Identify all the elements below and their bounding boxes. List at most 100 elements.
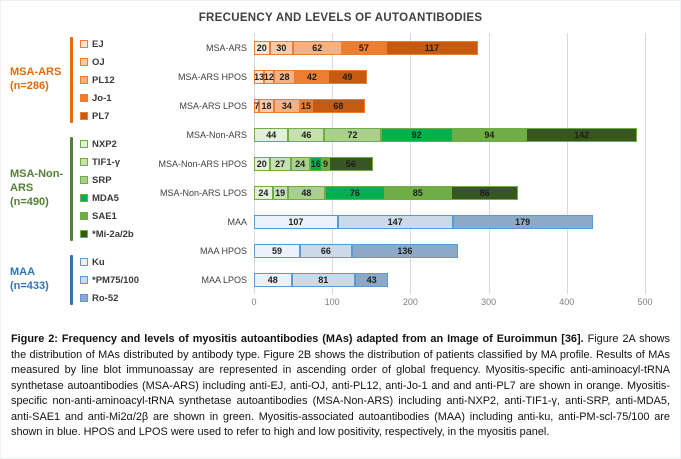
chart-legend: MSA-ARS (n=286) EJ OJ PL12 Jo-1 PL7 MSA-Non-ARS… [10, 33, 162, 310]
segment-value: 66 [320, 245, 331, 256]
bar-segment-PL12: 28 [273, 69, 296, 84]
legend-color-swatch [80, 158, 88, 166]
legend-color-swatch [80, 194, 88, 202]
legend-color-swatch [80, 94, 88, 102]
legend-group-title: MSA-ARS (n=286) [10, 35, 68, 125]
legend-item-label: SAE1 [92, 210, 117, 222]
legend-item-EJ: EJ [80, 35, 115, 53]
bar-segment-Jo-1: 15 [300, 98, 312, 113]
legend-color-swatch [80, 176, 88, 184]
segment-value: 12 [263, 71, 274, 82]
bar-segment-SRP: 72 [324, 127, 381, 142]
legend-group-name: MSA-ARS [10, 66, 62, 79]
bar-segment-PL7: 68 [311, 98, 365, 113]
bar-row-label: MSA-Non-ARS HPOS [158, 158, 247, 169]
bar-row-label: MAA LPOS [201, 274, 247, 285]
legend-group-line [70, 255, 73, 305]
segment-value: 57 [358, 42, 369, 53]
legend-group-name: MAA [10, 266, 36, 279]
segment-value: 27 [275, 158, 286, 169]
legend-group-items: EJ OJ PL12 Jo-1 PL7 [80, 35, 115, 125]
segment-value: 24 [295, 158, 306, 169]
segment-value: 49 [342, 71, 353, 82]
bar-segment-MDA5: 76 [325, 185, 385, 200]
gridline [488, 33, 490, 294]
stacked-bar: 48 81 43 [254, 272, 645, 287]
bar-segment-SAE1: 85 [384, 185, 452, 200]
legend-color-swatch [80, 294, 88, 302]
gridline [410, 33, 412, 294]
bar-segment-Jo-1: 57 [341, 40, 387, 55]
legend-color-swatch [80, 58, 88, 66]
bar-row-msa-non-ars-lpos: 24 19 48 76 85 86 [254, 178, 645, 207]
segment-value: 44 [266, 129, 277, 140]
bar-segment-Ku: 59 [254, 243, 301, 258]
segment-value: 48 [267, 274, 278, 285]
legend-group-count: (n=286) [10, 80, 49, 92]
segment-value: 19 [275, 187, 286, 198]
segment-value: 42 [306, 71, 317, 82]
bar-segment-*PM75/100: 66 [300, 243, 352, 258]
segment-value: 68 [333, 100, 344, 111]
bar-segment-OJ: 12 [263, 69, 274, 84]
legend-item-label: OJ [92, 56, 105, 68]
legend-item-PL7: PL7 [80, 107, 115, 125]
bar-row-label: MAA HPOS [199, 245, 247, 256]
legend-color-swatch [80, 230, 88, 238]
bar-row-msa-non-ars-hpos: 20 27 24 16 9 56 [254, 149, 645, 178]
segment-value: 76 [349, 187, 360, 198]
bar-segment-Ku: 107 [254, 214, 338, 229]
bar-segment-TIF1-γ: 19 [272, 185, 288, 200]
x-axis-tick: 400 [559, 297, 575, 307]
segment-value: 81 [318, 274, 329, 285]
bar-row-maa-lpos: 48 81 43 [254, 265, 645, 294]
legend-item-Ro-52: Ro-52 [80, 289, 139, 307]
stacked-bar: 20 30 62 57 117 [254, 40, 645, 55]
bar-segment-PL7: 117 [386, 40, 478, 55]
legend-item-label: PL7 [92, 110, 110, 122]
legend-item-*PM75/100: *PM75/100 [80, 271, 139, 289]
bar-segment-PL12: 62 [293, 40, 342, 55]
legend-item-label: Jo-1 [92, 92, 112, 104]
bar-segment-*Mi-2a/2b: 56 [329, 156, 373, 171]
bar-segment-EJ: 20 [254, 40, 270, 55]
segment-value: 7 [254, 100, 260, 111]
legend-group-count: (n=433) [10, 280, 49, 292]
segment-value: 20 [256, 42, 267, 53]
segment-value: 94 [484, 129, 495, 140]
legend-group-MSA-ARS: MSA-ARS (n=286) EJ OJ PL12 Jo-1 PL7 [10, 35, 162, 125]
stacked-bar: 59 66 136 [254, 243, 645, 258]
segment-value: 142 [574, 129, 590, 140]
bar-segment-MDA5: 16 [309, 156, 322, 171]
legend-item-label: Ku [92, 256, 105, 268]
caption-bold-lead: Figure 2: Frequency and levels of myosit… [11, 333, 584, 345]
segment-value: 56 [345, 158, 356, 169]
segment-value: 59 [272, 245, 283, 256]
segment-value: 86 [479, 187, 490, 198]
x-axis-tick: 200 [402, 297, 418, 307]
legend-item-label: SRP [92, 174, 112, 186]
bar-segment-SRP: 48 [287, 185, 326, 200]
bar-segment-*Mi-2a/2b: 86 [451, 185, 519, 200]
segment-value: 136 [397, 245, 413, 256]
legend-item-label: *Mi-2a/2b [92, 228, 134, 240]
segment-value: 34 [281, 100, 292, 111]
bar-segment-EJ: 13 [254, 69, 265, 84]
legend-group-items: NXP2 TIF1-γ SRP MDA5 SAE1 *Mi-2a/2b [80, 135, 134, 243]
bar-segment-Ro-52: 179 [452, 214, 593, 229]
segment-value: 179 [515, 216, 531, 227]
legend-group-name: MSA-Non-ARS [10, 168, 64, 195]
legend-item-NXP2: NXP2 [80, 135, 134, 153]
chart-body: MSA-ARS (n=286) EJ OJ PL12 Jo-1 PL7 MSA-Non-ARS… [10, 33, 671, 310]
legend-item-*Mi-2a/2b: *Mi-2a/2b [80, 225, 134, 243]
legend-color-swatch [80, 40, 88, 48]
segment-value: 18 [261, 100, 272, 111]
bar-row-msa-non-ars: 44 46 72 92 94 142 [254, 120, 645, 149]
bar-segment-NXP2: 44 [254, 127, 289, 142]
legend-color-swatch [80, 258, 88, 266]
bar-segment-SAE1: 94 [452, 127, 527, 142]
stacked-bar: 44 46 72 92 94 142 [254, 127, 645, 142]
segment-value: 43 [366, 274, 377, 285]
x-axis-tick: 0 [251, 297, 257, 307]
